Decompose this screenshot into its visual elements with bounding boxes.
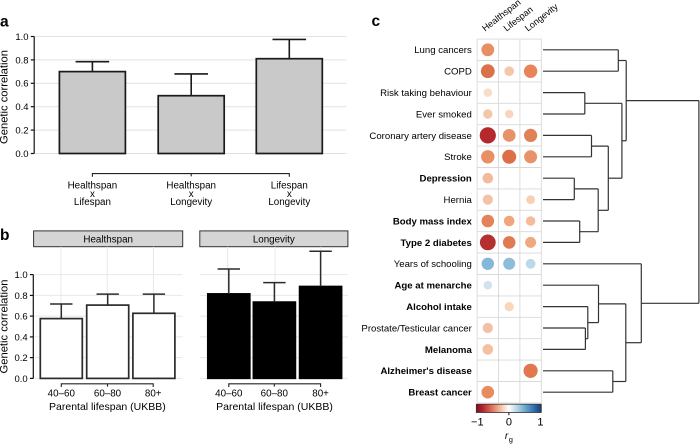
- svg-text:Age at menarche: Age at menarche: [394, 281, 471, 292]
- svg-text:g: g: [509, 435, 513, 444]
- svg-text:Longevity: Longevity: [268, 197, 310, 208]
- svg-text:Genetic correlation: Genetic correlation: [0, 280, 11, 374]
- svg-text:0.4: 0.4: [15, 102, 28, 113]
- svg-text:0.6: 0.6: [14, 312, 27, 323]
- svg-text:1: 1: [537, 417, 543, 429]
- svg-text:0.8: 0.8: [14, 291, 27, 302]
- svg-text:c: c: [372, 13, 381, 30]
- svg-text:Breast cancer: Breast cancer: [408, 388, 472, 399]
- svg-text:Longevity: Longevity: [170, 197, 212, 208]
- svg-text:Melanoma: Melanoma: [425, 345, 473, 356]
- svg-text:Alcohol intake: Alcohol intake: [406, 302, 472, 313]
- svg-text:Years of schooling: Years of schooling: [394, 259, 472, 270]
- svg-text:Lung cancers: Lung cancers: [414, 45, 472, 56]
- svg-text:r: r: [505, 431, 509, 442]
- svg-text:0.0: 0.0: [15, 149, 28, 160]
- svg-text:Lifespan: Lifespan: [74, 197, 111, 208]
- svg-text:Genetic correlation: Genetic correlation: [0, 50, 11, 144]
- svg-text:0.4: 0.4: [14, 332, 27, 343]
- svg-text:Alzheimer's disease: Alzheimer's disease: [380, 366, 471, 377]
- svg-text:Lifespan: Lifespan: [271, 181, 308, 192]
- svg-text:x: x: [287, 189, 292, 200]
- svg-text:0.8: 0.8: [15, 55, 28, 66]
- svg-text:Healthspan: Healthspan: [83, 234, 133, 245]
- svg-text:Body mass index: Body mass index: [393, 216, 473, 227]
- svg-text:Depression: Depression: [420, 174, 472, 185]
- svg-text:Longevity: Longevity: [253, 234, 295, 245]
- svg-text:80+: 80+: [312, 389, 329, 400]
- svg-text:Healthspan: Healthspan: [166, 181, 216, 192]
- svg-text:0: 0: [506, 417, 512, 429]
- svg-text:0.6: 0.6: [15, 79, 28, 90]
- svg-text:1.0: 1.0: [14, 270, 27, 281]
- svg-text:−1: −1: [471, 417, 484, 429]
- svg-text:Parental lifespan (UKBB): Parental lifespan (UKBB): [49, 401, 166, 413]
- svg-text:0.2: 0.2: [14, 353, 27, 364]
- svg-text:1.0: 1.0: [15, 32, 28, 43]
- svg-text:Prostate/Testicular cancer: Prostate/Testicular cancer: [361, 323, 472, 334]
- svg-text:Parental lifespan (UKBB): Parental lifespan (UKBB): [216, 401, 333, 413]
- svg-text:40–60: 40–60: [48, 389, 76, 400]
- svg-text:a: a: [0, 14, 9, 31]
- svg-text:x: x: [90, 189, 95, 200]
- svg-text:40–60: 40–60: [215, 389, 243, 400]
- svg-text:x: x: [189, 189, 194, 200]
- svg-text:Coronary artery disease: Coronary artery disease: [369, 131, 471, 142]
- svg-text:Ever smoked: Ever smoked: [416, 109, 472, 120]
- svg-text:Type 2 diabetes: Type 2 diabetes: [401, 238, 472, 249]
- svg-text:b: b: [0, 227, 9, 244]
- svg-text:Hernia: Hernia: [444, 195, 473, 206]
- svg-text:COPD: COPD: [444, 67, 472, 78]
- svg-text:80+: 80+: [145, 389, 162, 400]
- svg-text:0.2: 0.2: [15, 126, 28, 137]
- svg-text:60–80: 60–80: [94, 389, 122, 400]
- svg-text:Healthspan: Healthspan: [68, 181, 118, 192]
- svg-text:0.0: 0.0: [14, 374, 27, 385]
- svg-text:Risk taking behaviour: Risk taking behaviour: [380, 88, 473, 99]
- svg-text:60–80: 60–80: [261, 389, 289, 400]
- svg-text:Stroke: Stroke: [444, 152, 472, 163]
